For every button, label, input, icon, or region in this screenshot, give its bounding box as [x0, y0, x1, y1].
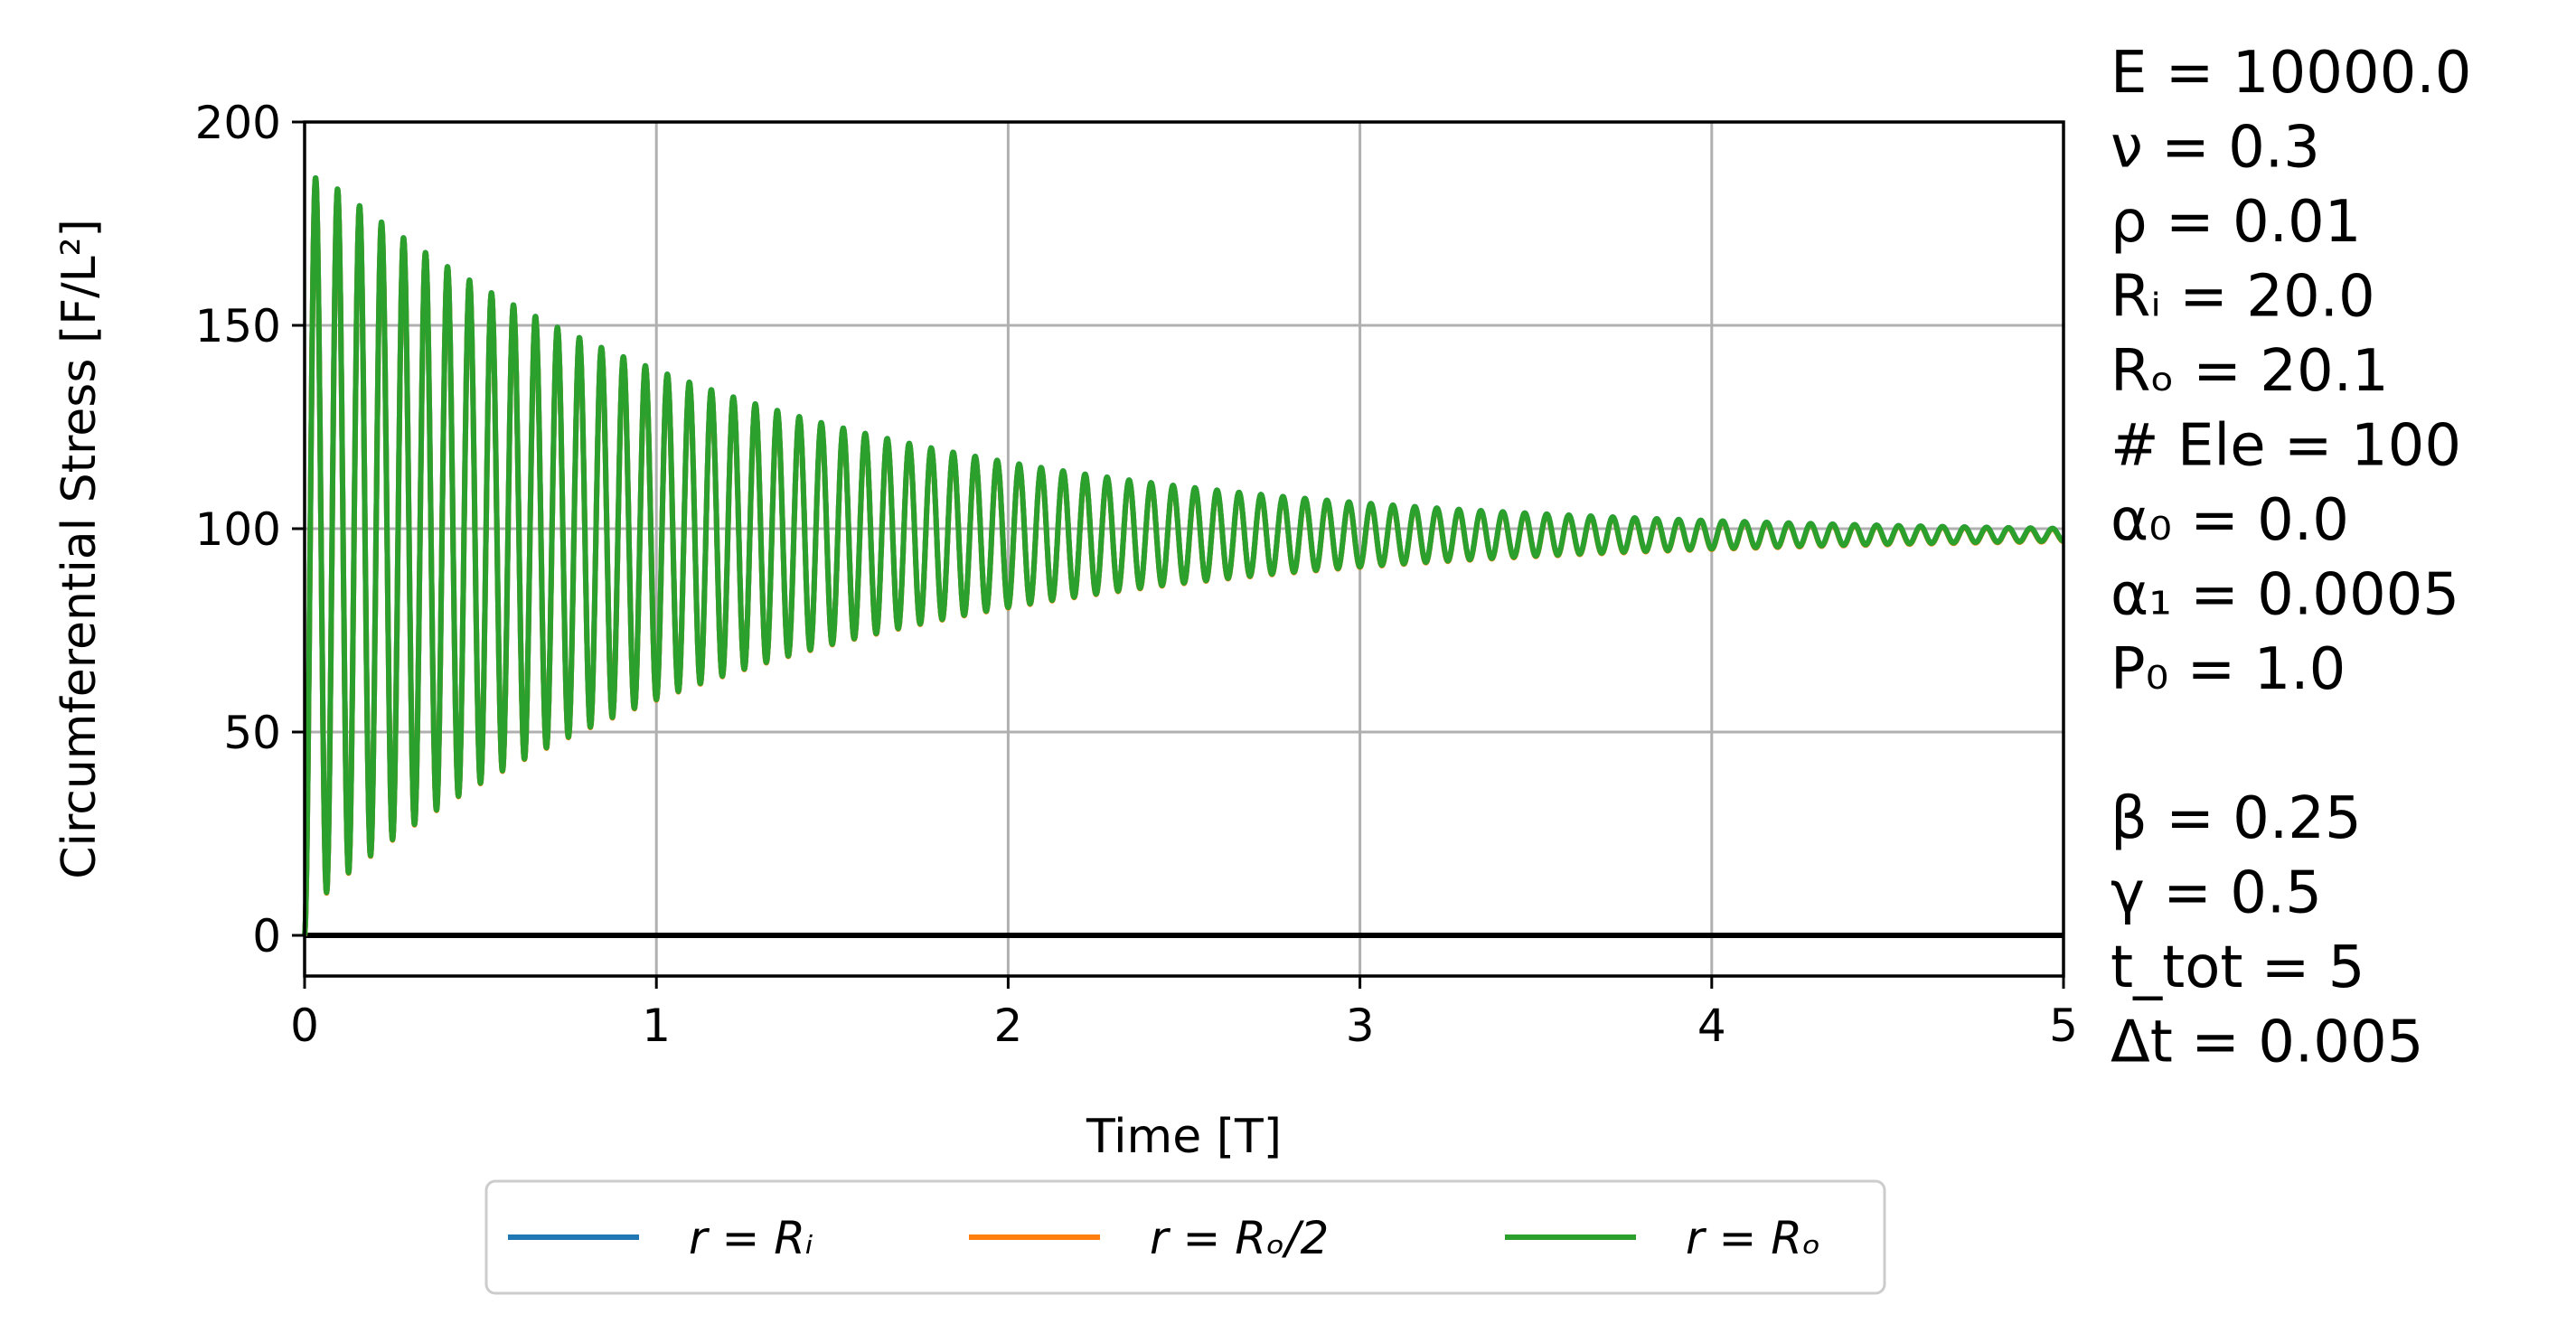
x-tick-label: 5 [2049, 1000, 2078, 1052]
y-tick-label: 0 [252, 910, 281, 962]
y-tick-label: 100 [195, 503, 281, 556]
x-tick-label: 0 [290, 1000, 319, 1052]
y-tick-label: 50 [223, 707, 281, 759]
y-axis-label-text: Circumferential Stress [F/L²] [52, 219, 107, 879]
x-tick-label: 3 [1346, 1000, 1375, 1052]
y-tick-label: 200 [195, 97, 281, 149]
x-tick-label: 4 [1697, 1000, 1726, 1052]
series-lines [302, 175, 2066, 936]
legend-label: r = Rᵢ [689, 1212, 813, 1264]
parameter-line: β = 0.25 [2111, 785, 2362, 852]
parameter-line: α₁ = 0.0005 [2111, 562, 2459, 629]
x-axis-label: Time [T] [1086, 1110, 1282, 1164]
parameter-line: ρ = 0.01 [2111, 189, 2361, 256]
legend: r = Rᵢ r = Rₒ/2 r = Rₒ [484, 1179, 1886, 1295]
parameter-line: P₀ = 1.0 [2111, 636, 2346, 703]
x-tick-label: 1 [642, 1000, 671, 1052]
parameter-line: Δt = 0.005 [2111, 1009, 2423, 1076]
legend-box [484, 1179, 1886, 1295]
parameter-line: Rᵢ = 20.0 [2111, 264, 2375, 331]
legend-label: r = Rₒ [1686, 1212, 1821, 1264]
parameter-line: E = 10000.0 [2111, 40, 2471, 107]
parameter-line: ν = 0.3 [2111, 115, 2320, 182]
series-line [302, 175, 2066, 936]
legend-label: r = Rₒ/2 [1150, 1212, 1329, 1264]
x-tick-label: 2 [993, 1000, 1022, 1052]
parameter-line: t_tot = 5 [2111, 934, 2364, 1001]
parameter-line: # Ele = 100 [2111, 413, 2461, 480]
parameter-list: E = 10000.0 ν = 0.3 ρ = 0.01 Rᵢ = 20.0 Rₒ = … [2111, 40, 2471, 1076]
parameter-line: α₀ = 0.0 [2111, 487, 2349, 554]
y-tick-label: 150 [195, 300, 281, 352]
parameter-line: Rₒ = 20.1 [2111, 338, 2389, 405]
parameter-line: γ = 0.5 [2111, 860, 2322, 927]
y-axis-label: Circumferential Stress [F/L²] [52, 219, 107, 879]
plot-frame [303, 120, 2065, 978]
